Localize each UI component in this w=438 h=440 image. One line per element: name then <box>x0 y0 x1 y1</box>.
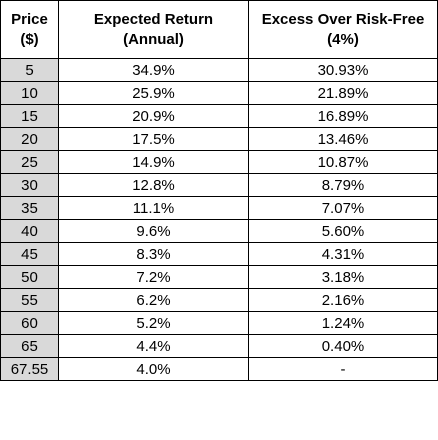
expected-return-cell: 4.4% <box>58 334 249 358</box>
header-excess-line-1: Excess Over Risk-Free <box>261 10 425 28</box>
excess-return-cell: 21.89% <box>248 81 438 105</box>
table-row: 67.55 4.0% - <box>0 357 438 381</box>
expected-return-cell: 9.6% <box>58 219 249 243</box>
table-row: 60 5.2% 1.24% <box>0 311 438 335</box>
price-cell: 50 <box>0 265 59 289</box>
price-cell: 67.55 <box>0 357 59 381</box>
expected-return-cell: 4.0% <box>58 357 249 381</box>
price-cell: 45 <box>0 242 59 266</box>
excess-return-cell: 16.89% <box>248 104 438 128</box>
header-expected-line-1: Expected Return <box>93 10 214 28</box>
expected-return-cell: 25.9% <box>58 81 249 105</box>
expected-return-cell: 12.8% <box>58 173 249 197</box>
excess-return-cell: 1.24% <box>248 311 438 335</box>
excess-return-cell: 8.79% <box>248 173 438 197</box>
table-row: 40 9.6% 5.60% <box>0 219 438 243</box>
excess-return-cell: 5.60% <box>248 219 438 243</box>
table-row: 20 17.5% 13.46% <box>0 127 438 151</box>
expected-return-cell: 6.2% <box>58 288 249 312</box>
header-excess-return: Excess Over Risk-Free (4%) <box>248 0 438 59</box>
excess-return-cell: 13.46% <box>248 127 438 151</box>
header-price-line-2: ($) <box>20 30 39 48</box>
expected-return-cell: 7.2% <box>58 265 249 289</box>
table-row: 65 4.4% 0.40% <box>0 334 438 358</box>
excess-return-cell: 0.40% <box>248 334 438 358</box>
table-row: 35 11.1% 7.07% <box>0 196 438 220</box>
table-row: 50 7.2% 3.18% <box>0 265 438 289</box>
expected-return-cell: 8.3% <box>58 242 249 266</box>
price-cell: 55 <box>0 288 59 312</box>
price-cell: 65 <box>0 334 59 358</box>
expected-return-cell: 5.2% <box>58 311 249 335</box>
expected-return-table: Price ($) Expected Return (Annual) Exces… <box>0 0 438 381</box>
table-row: 45 8.3% 4.31% <box>0 242 438 266</box>
table-row: 15 20.9% 16.89% <box>0 104 438 128</box>
header-expected-line-2: (Annual) <box>123 30 184 48</box>
header-price-line-1: Price <box>11 10 48 28</box>
excess-return-cell: 30.93% <box>248 58 438 82</box>
price-cell: 20 <box>0 127 59 151</box>
table-row: 55 6.2% 2.16% <box>0 288 438 312</box>
expected-return-cell: 20.9% <box>58 104 249 128</box>
excess-return-cell: 10.87% <box>248 150 438 174</box>
table-row: 5 34.9% 30.93% <box>0 58 438 82</box>
price-cell: 35 <box>0 196 59 220</box>
excess-return-cell: 7.07% <box>248 196 438 220</box>
price-cell: 60 <box>0 311 59 335</box>
expected-return-cell: 17.5% <box>58 127 249 151</box>
expected-return-cell: 34.9% <box>58 58 249 82</box>
excess-return-cell: - <box>248 357 438 381</box>
price-cell: 15 <box>0 104 59 128</box>
price-cell: 5 <box>0 58 59 82</box>
header-price: Price ($) <box>0 0 59 59</box>
excess-return-cell: 4.31% <box>248 242 438 266</box>
table-row: 10 25.9% 21.89% <box>0 81 438 105</box>
header-excess-line-2: (4%) <box>327 30 359 48</box>
expected-return-cell: 11.1% <box>58 196 249 220</box>
table-row: 25 14.9% 10.87% <box>0 150 438 174</box>
header-row: Price ($) Expected Return (Annual) Exces… <box>0 0 438 59</box>
excess-return-cell: 3.18% <box>248 265 438 289</box>
price-cell: 25 <box>0 150 59 174</box>
price-cell: 30 <box>0 173 59 197</box>
table-row: 30 12.8% 8.79% <box>0 173 438 197</box>
price-cell: 10 <box>0 81 59 105</box>
expected-return-cell: 14.9% <box>58 150 249 174</box>
excess-return-cell: 2.16% <box>248 288 438 312</box>
header-expected-return: Expected Return (Annual) <box>58 0 249 59</box>
price-cell: 40 <box>0 219 59 243</box>
